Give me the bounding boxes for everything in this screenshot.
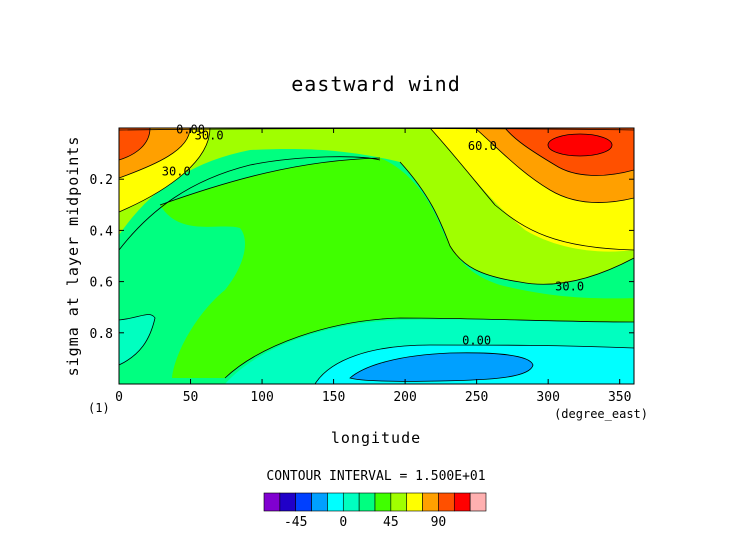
contour-interval-text: CONTOUR INTERVAL = 1.500E+01 <box>266 469 485 484</box>
colorbar-swatch <box>342 492 360 512</box>
x-tick-label: 300 <box>536 390 559 405</box>
colorbar-ticks: -45 0 45 90 <box>284 515 446 530</box>
x-axis-label: longitude <box>331 429 421 447</box>
colorbar-swatch <box>438 492 455 512</box>
y-tick-label: 0.2 <box>90 173 113 188</box>
x-tick-label: 250 <box>465 390 488 405</box>
colorbar <box>263 492 487 512</box>
colorbar-tick-label: 90 <box>431 515 447 530</box>
colorbar-swatch <box>311 492 328 512</box>
contour-fill-neg20 <box>350 352 533 382</box>
x-tick-label: 0 <box>115 390 123 405</box>
contour-fill-40 <box>160 158 634 378</box>
x-axis-unit: (degree_east) <box>554 407 648 421</box>
contour-line-0-lower <box>314 344 634 384</box>
colorbar-swatch <box>327 492 344 512</box>
contour-label: 30.0 <box>162 165 191 179</box>
contour-line-75-right <box>474 128 634 203</box>
y-tick-label: 0.4 <box>90 224 114 239</box>
x-tick-label: 350 <box>608 390 631 405</box>
contour-label: 60.0 <box>468 139 497 153</box>
contour-line-45-left <box>119 128 191 179</box>
contour-label: 30.0 <box>195 129 224 143</box>
contour-line-15-left <box>119 314 156 366</box>
plot-frame <box>118 127 635 385</box>
x-tick-label: 150 <box>322 390 345 405</box>
colorbar-swatch <box>263 492 281 512</box>
contour-field <box>119 128 634 384</box>
contour-fill-105 <box>548 134 612 156</box>
y-tick-label: 0.8 <box>90 327 113 342</box>
contour-line-30-main <box>119 156 381 251</box>
x-tick-label: 200 <box>393 390 416 405</box>
colorbar-swatch <box>422 492 439 512</box>
y-axis-ticks: 0.2 0.4 0.6 0.8 <box>90 173 634 342</box>
contour-line-15-lower <box>224 317 634 379</box>
contour-line-neg15 <box>349 352 534 382</box>
contour-label: 0.00 <box>462 333 491 347</box>
y-axis-label: sigma at layer midpoints <box>64 136 82 377</box>
contour-line-30-right <box>399 161 634 285</box>
colorbar-tick-label: 0 <box>339 515 347 530</box>
contour-line-30-left <box>119 128 211 213</box>
colorbar-swatch-over <box>469 492 487 512</box>
colorbar-swatch <box>453 492 471 512</box>
contour-line-90-right <box>504 128 634 176</box>
colorbar-tick-label: 45 <box>383 515 399 530</box>
contour-line-105 <box>547 133 613 157</box>
colorbar-swatch <box>358 492 376 512</box>
y-tick-label: 0.6 <box>90 276 113 291</box>
contour-line-60-right <box>429 128 634 251</box>
colorbar-swatch <box>295 492 312 512</box>
contour-fill-95 <box>119 128 150 160</box>
colorbar-swatch <box>406 492 423 512</box>
x-tick-label: 50 <box>183 390 199 405</box>
corner-label: (1) <box>88 401 110 415</box>
colorbar-swatch <box>374 492 392 512</box>
contour-line-0-top <box>119 128 634 131</box>
contour-lines <box>119 128 634 384</box>
contour-fill-10 <box>119 314 155 365</box>
colorbar-tick-label: -45 <box>284 515 307 530</box>
x-tick-label: 100 <box>250 390 273 405</box>
contour-line-60-left <box>119 128 151 161</box>
chart-title: eastward wind <box>291 72 461 96</box>
contour-label: 30.0 <box>555 280 584 294</box>
colorbar-swatch <box>390 492 408 512</box>
colorbar-swatch <box>279 492 297 512</box>
contour-line-15-mid <box>159 157 381 206</box>
x-axis-ticks: 0 50 100 150 200 250 300 350 <box>115 128 631 405</box>
